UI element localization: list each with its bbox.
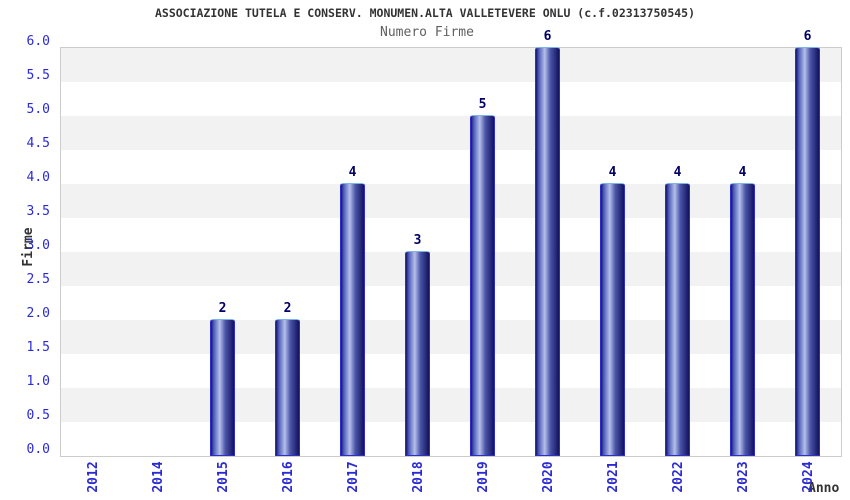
bar-value-label: 6 (803, 29, 812, 44)
x-tick-label: 2014 (150, 461, 165, 493)
bar-value-label: 4 (738, 165, 747, 180)
x-tick-label: 2018 (410, 461, 425, 493)
x-axis-title: Anno (808, 481, 840, 496)
y-tick-label: 5.0 (26, 102, 50, 117)
y-tick-label: 5.5 (26, 68, 50, 83)
bar-value-label: 4 (348, 165, 357, 180)
y-tick-label: 6.0 (26, 34, 50, 49)
bar-value-label: 4 (673, 165, 682, 180)
x-tick-label: 2012 (85, 461, 100, 493)
y-tick-label: 0.0 (26, 442, 50, 457)
y-tick-label: 4.0 (26, 170, 50, 185)
plot-area (60, 47, 842, 457)
y-tick-label: 2.5 (26, 272, 50, 287)
x-tick-label: 2023 (735, 461, 750, 493)
bar-2024 (795, 47, 820, 456)
y-tick-label: 2.0 (26, 306, 50, 321)
x-tick-label: 2020 (540, 461, 555, 493)
y-tick-label: 3.5 (26, 204, 50, 219)
bar-value-label: 3 (413, 233, 422, 248)
bar-2017 (340, 183, 365, 456)
chart-subtitle: Numero Firme (380, 25, 474, 40)
y-tick-label: 4.5 (26, 136, 50, 151)
y-tick-label: 3.0 (26, 238, 50, 253)
x-tick-label: 2022 (670, 461, 685, 493)
bar-2016 (275, 319, 300, 456)
bar-2020 (535, 47, 560, 456)
y-tick-label: 1.5 (26, 340, 50, 355)
bar-2023 (730, 183, 755, 456)
y-tick-label: 0.5 (26, 408, 50, 423)
bar-2019 (470, 115, 495, 456)
bar-2018 (405, 251, 430, 456)
bar-value-label: 2 (283, 301, 292, 316)
x-tick-label: 2021 (605, 461, 620, 493)
x-tick-label: 2016 (280, 461, 295, 493)
chart-title: ASSOCIAZIONE TUTELA E CONSERV. MONUMEN.A… (154, 6, 696, 20)
y-tick-label: 1.0 (26, 374, 50, 389)
x-tick-label: 2017 (345, 461, 360, 493)
x-tick-label: 2024 (800, 461, 815, 493)
bar-2021 (600, 183, 625, 456)
x-tick-label: 2019 (475, 461, 490, 493)
bar-2022 (665, 183, 690, 456)
x-tick-label: 2015 (215, 461, 230, 493)
bar-value-label: 2 (218, 301, 227, 316)
bar-value-label: 5 (478, 97, 487, 112)
bar-value-label: 4 (608, 165, 617, 180)
bar-2015 (210, 319, 235, 456)
bar-value-label: 6 (543, 29, 552, 44)
